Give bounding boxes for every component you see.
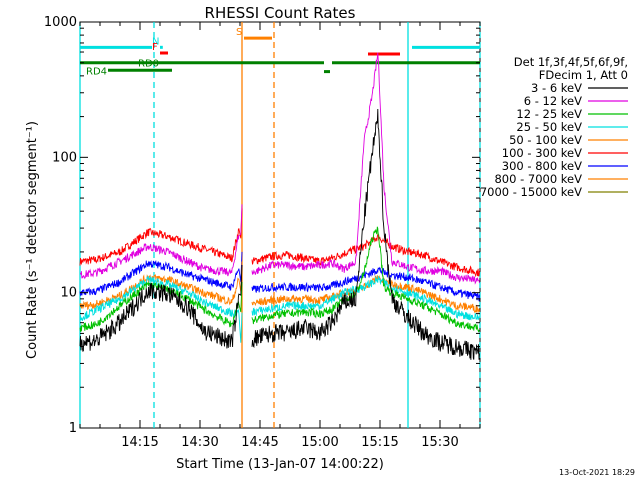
y-tick-label-3: 1000	[44, 15, 77, 30]
series-line-5-seg-0	[79, 208, 243, 266]
series-lines	[79, 52, 480, 360]
vertical-markers	[79, 22, 481, 428]
series-line-1-seg-0	[80, 204, 243, 280]
x-tick-label-2: 14:45	[241, 435, 278, 450]
series-line-4-seg-1	[251, 275, 480, 314]
plot-frame	[79, 21, 481, 429]
legend-label-5: 100 - 300 keV	[502, 146, 582, 160]
legend-label-0: 3 - 6 keV	[531, 81, 582, 95]
chart-title: RHESSI Count Rates	[205, 4, 356, 22]
y-tick-label-1: 10	[60, 286, 77, 301]
y-tick-label-0: 1	[69, 421, 77, 436]
series-line-0-seg-1	[251, 108, 480, 360]
flag-label-6: RD0	[138, 59, 159, 70]
series-line-6-seg-0	[79, 251, 243, 297]
series-line-5-seg-1	[251, 232, 480, 278]
flag-label-2: F	[152, 42, 158, 53]
legend-label-7: 800 - 7000 keV	[494, 172, 582, 186]
plot-area	[79, 21, 481, 429]
legend-label-6: 300 - 800 keV	[502, 159, 582, 173]
legend-label-3: 25 - 50 keV	[516, 120, 582, 134]
flag-bars: NF S RD0 RD4	[80, 27, 480, 77]
y-tick-label-2: 100	[52, 150, 77, 165]
legend-header-line-2: FDecim 1, Att 0	[539, 68, 628, 82]
footer-timestamp: 13-Oct-2021 18:29	[559, 468, 635, 477]
series-line-2-seg-1	[251, 226, 480, 333]
x-tick-label-5: 15:30	[421, 435, 458, 450]
flag-label-3: S	[236, 27, 242, 38]
legend-label-1: 6 - 12 keV	[524, 94, 582, 108]
series-line-4-seg-0	[79, 261, 243, 310]
series-line-3-seg-1	[251, 275, 480, 321]
flag-label-1: N	[152, 36, 159, 47]
x-axis-label: Start Time (13-Jan-07 14:00:22)	[176, 457, 384, 472]
x-tick-label-0: 14:15	[121, 435, 158, 450]
flag-label-9: RD4	[86, 66, 107, 77]
x-tick-label-3: 15:00	[301, 435, 338, 450]
x-tick-label-1: 14:30	[181, 435, 218, 450]
legend-label-2: 12 - 25 keV	[516, 107, 582, 121]
legend-label-8: 7000 - 15000 keV	[480, 185, 582, 199]
axes: 1 10 100 1000 14:15 14:30 14:45 15:00 15:15 15:30	[44, 15, 481, 450]
y-axis-label: Count Rate (s⁻¹ detector segment⁻¹)	[25, 121, 40, 359]
series-line-0-seg-0	[79, 264, 243, 352]
legend-label-4: 50 - 100 keV	[509, 133, 582, 147]
legend: Det 1f,3f,4f,5f,6f,9f, FDecim 1, Att 0 3…	[480, 55, 628, 199]
legend-header-line-1: Det 1f,3f,4f,5f,6f,9f,	[514, 55, 628, 69]
series-line-1-seg-1	[251, 52, 480, 285]
series-line-6-seg-1	[251, 266, 480, 302]
series-line-2-seg-0	[79, 281, 243, 332]
x-tick-label-4: 15:15	[361, 435, 398, 450]
